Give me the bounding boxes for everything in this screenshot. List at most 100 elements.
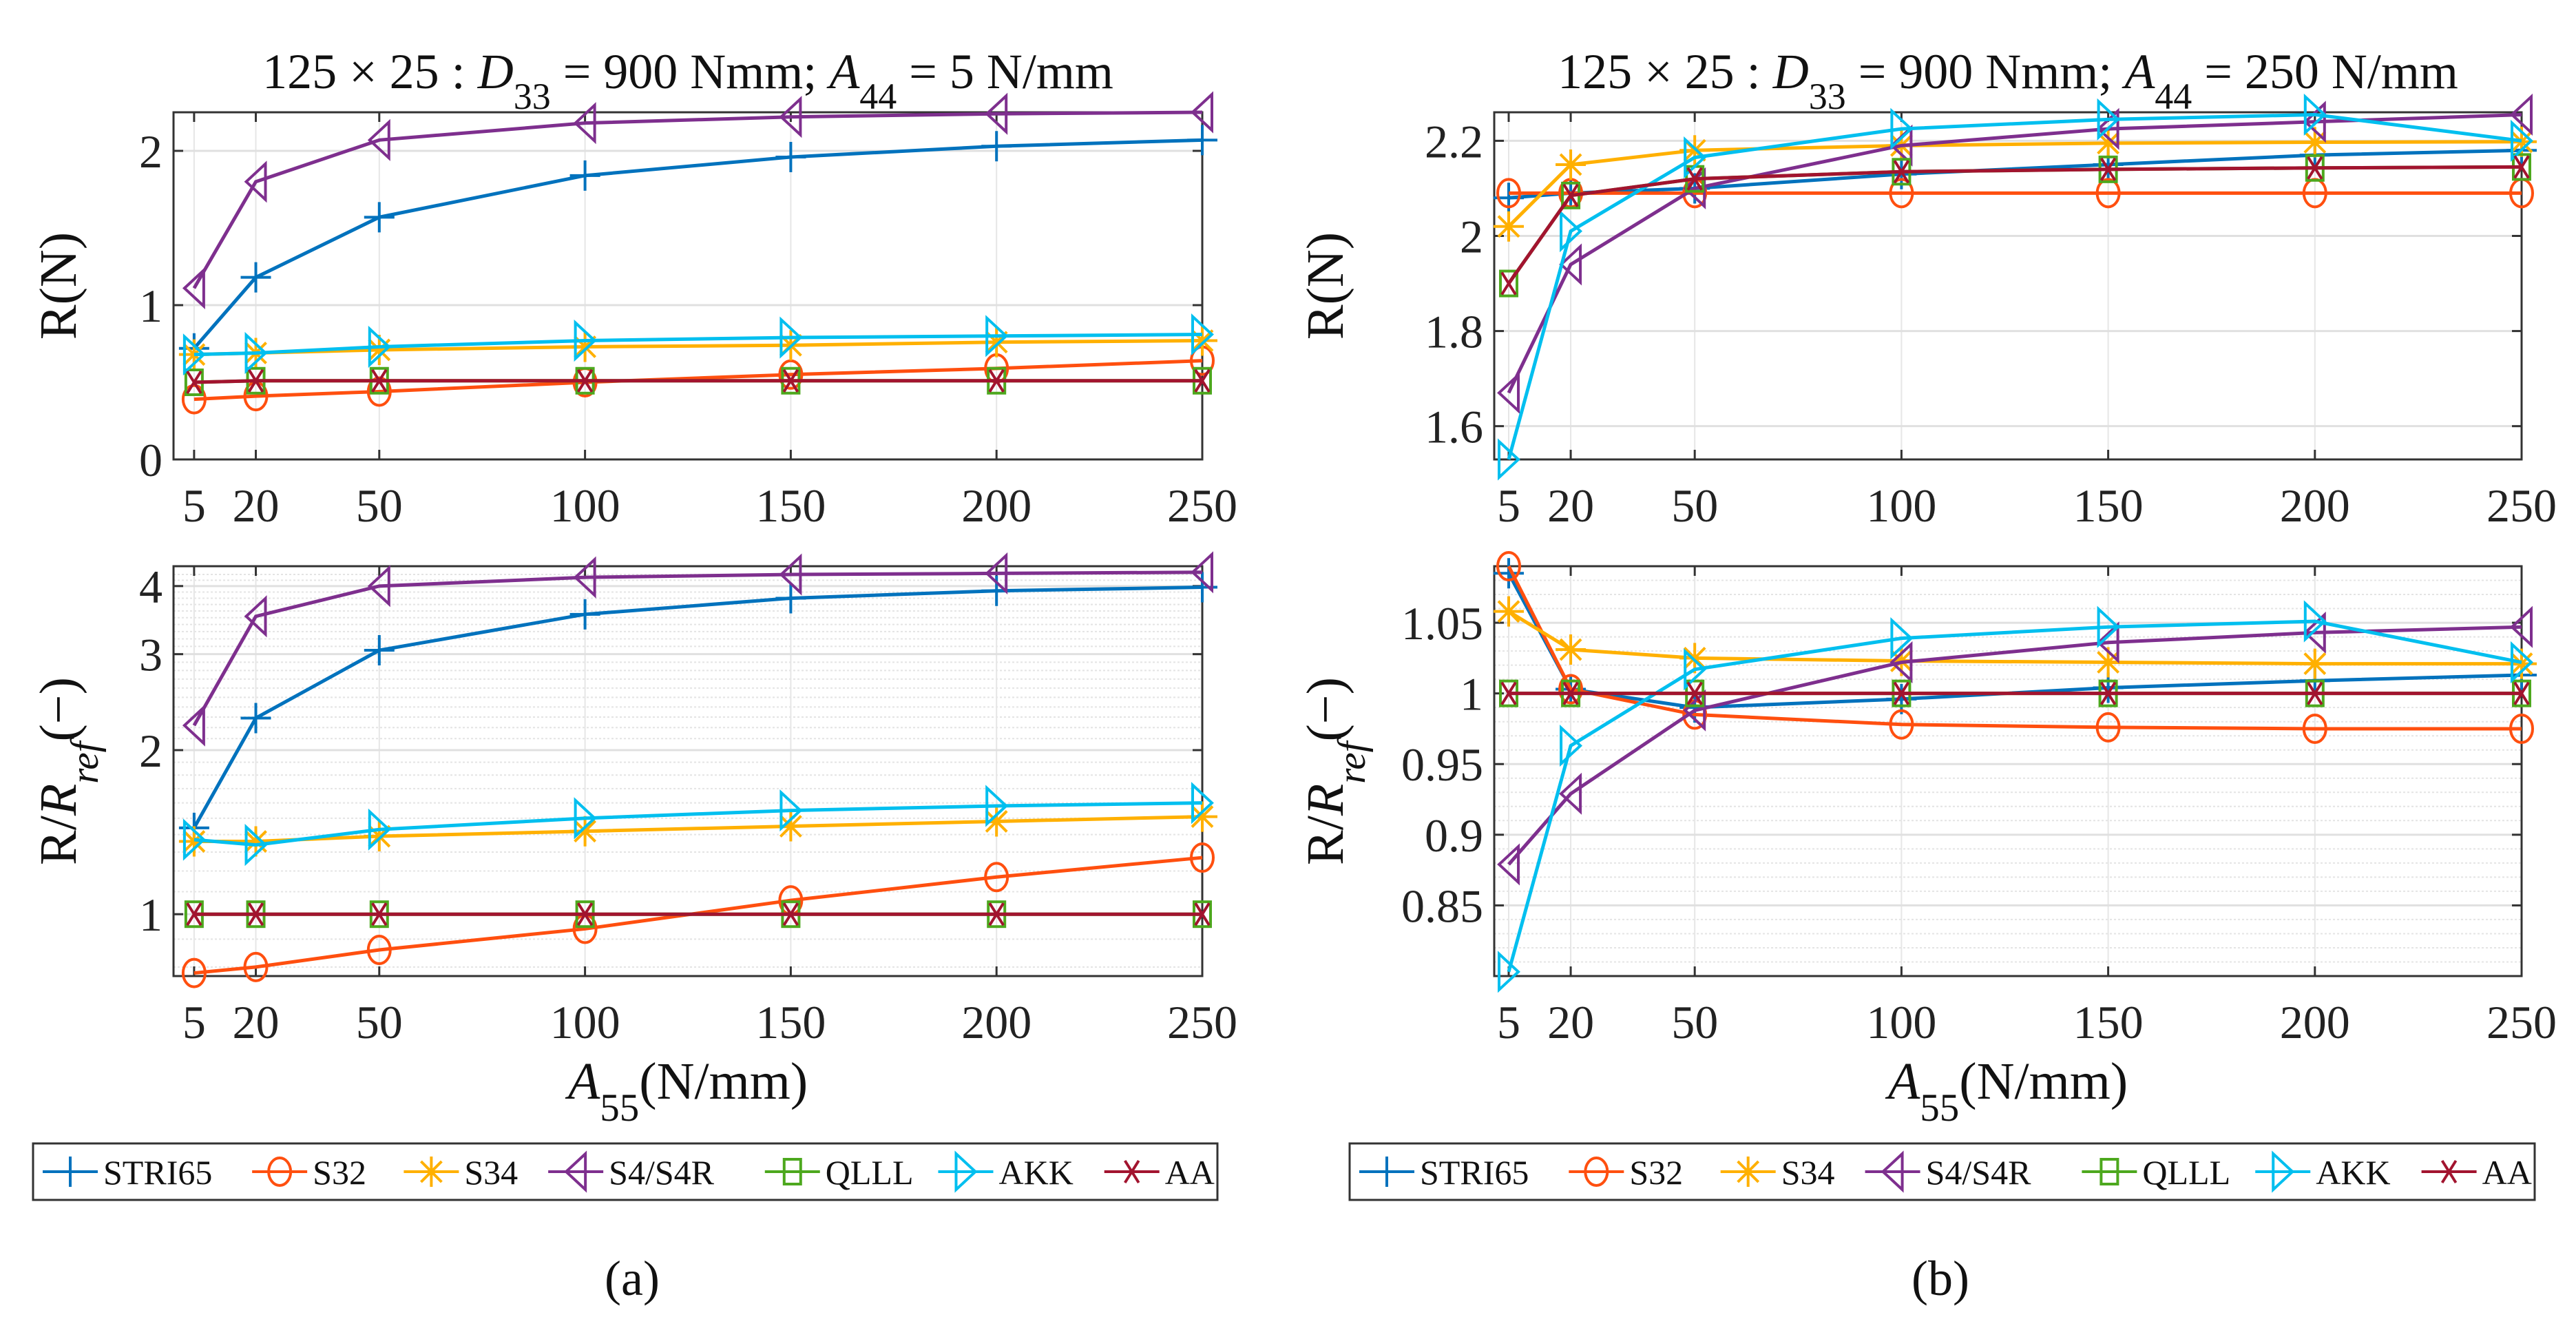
legend-marker-icon — [2272, 1150, 2295, 1193]
x-tick-label: 250 — [1167, 996, 1237, 1048]
legend-b: STRI65 S32 S34 S4/S4R QLLL AKK AA — [1348, 1142, 2536, 1201]
legend-marker-icon — [1881, 1150, 1904, 1193]
data-point-marker — [1886, 683, 1917, 714]
data-point-marker — [1890, 617, 1914, 660]
legend-entry-akk: AKK — [938, 1150, 1074, 1193]
y-tick-label: 1.6 — [1425, 401, 1483, 453]
data-point-marker — [2303, 600, 2327, 643]
legend-marker-icon — [1584, 1157, 1609, 1187]
legend-label: S32 — [313, 1153, 366, 1192]
series-s32 — [1496, 551, 2534, 744]
data-point-marker — [2097, 98, 2120, 141]
data-point-marker — [368, 325, 391, 369]
data-point-marker — [2511, 119, 2533, 163]
y-tick-label: 0.95 — [1401, 738, 1483, 791]
data-point-marker — [2510, 605, 2533, 648]
legend-entry-qlll: QLLL — [2082, 1153, 2230, 1192]
data-point-marker — [243, 951, 269, 982]
data-point-marker — [985, 315, 1009, 357]
data-point-marker — [366, 935, 392, 966]
data-point-marker — [364, 202, 395, 233]
x-tick-label: 20 — [233, 479, 280, 532]
data-point-marker — [1562, 681, 1579, 705]
data-point-marker — [1194, 369, 1211, 393]
legend-label: AA — [2482, 1153, 2532, 1192]
y-axis-label: R(N) — [1297, 232, 1354, 340]
data-point-marker — [1893, 681, 1910, 705]
data-point-marker — [1496, 551, 1522, 581]
x-tick-label: 100 — [1866, 996, 1936, 1048]
legend-box — [1348, 1142, 2536, 1201]
data-point-marker — [981, 131, 1012, 162]
data-point-marker — [1890, 107, 1914, 150]
y-tick-label: 0.85 — [1401, 880, 1483, 932]
data-point-marker — [569, 599, 600, 630]
data-point-marker — [364, 334, 395, 365]
data-point-marker — [576, 369, 594, 393]
data-point-marker — [2303, 611, 2326, 654]
axes-box — [1493, 565, 2523, 977]
data-point-marker — [366, 376, 392, 407]
data-point-marker — [2510, 93, 2533, 136]
legend-marker-icon — [1732, 1157, 1763, 1187]
data-point-marker — [1187, 801, 1217, 832]
x-tick-label: 200 — [961, 996, 1032, 1048]
data-point-marker — [2509, 713, 2534, 744]
y-tick-label: 0.9 — [1425, 809, 1483, 862]
data-point-marker — [2093, 672, 2124, 703]
x-tick-label: 20 — [233, 996, 280, 1048]
data-point-marker — [569, 331, 600, 362]
data-point-marker — [1499, 269, 1519, 298]
data-point-marker — [371, 902, 388, 926]
legend-marker-icon — [267, 1157, 293, 1187]
series-line — [192, 570, 1203, 727]
y-tick-label: 1.05 — [1401, 597, 1483, 650]
legend-marker-icon — [1372, 1157, 1402, 1187]
legend-label: STRI65 — [1420, 1153, 1529, 1192]
data-point-marker — [1500, 271, 1517, 296]
series-line — [1507, 619, 2522, 973]
legend-marker-icon — [2099, 1158, 2119, 1185]
series-aa — [186, 369, 1211, 395]
series-stri65 — [178, 125, 1217, 364]
data-point-marker — [1191, 313, 1214, 356]
chart-title: 125 × 25 : D33 = 900 Nmm; A44 = 5 N/mm — [262, 44, 1113, 117]
data-point-marker — [1558, 674, 1584, 705]
legend-box — [32, 1142, 1219, 1201]
data-point-marker — [367, 565, 390, 608]
data-point-marker — [1556, 149, 1587, 180]
data-point-marker — [775, 141, 806, 172]
series-line — [1507, 572, 2522, 709]
chart-panel-a-top: 5 20 50 100 150 200 250 0 1 2 125 × 25 : D33 = 900… — [30, 44, 1237, 532]
series-line — [193, 333, 1203, 357]
legend-label: AKK — [2316, 1153, 2390, 1192]
axes-box — [172, 565, 1204, 977]
series-line — [193, 801, 1203, 847]
x-tick-label: 20 — [1547, 479, 1594, 532]
x-tick-label: 250 — [2486, 479, 2557, 532]
legend-marker-icon — [2440, 1159, 2458, 1184]
series-s4-s4r — [182, 551, 1213, 747]
x-tick-label: 150 — [755, 479, 826, 532]
data-point-marker — [2303, 93, 2327, 136]
series-aa — [1500, 681, 2530, 705]
data-point-marker — [775, 583, 806, 614]
x-tick-label: 50 — [356, 479, 403, 532]
data-point-marker — [1889, 178, 1914, 209]
data-point-marker — [2511, 641, 2533, 684]
legend-label: S4/S4R — [609, 1153, 715, 1192]
series-line — [1508, 148, 2522, 200]
data-point-marker — [247, 902, 264, 926]
data-point-marker — [779, 553, 802, 596]
data-point-marker — [182, 333, 206, 376]
data-point-marker — [244, 824, 268, 867]
legend-marker-icon — [782, 1158, 802, 1185]
data-point-marker — [186, 902, 202, 926]
data-point-marker — [181, 957, 207, 988]
legend-label: STRI65 — [103, 1153, 212, 1192]
legend-a: STRI65 S32 S34 S4/S4R QLLL AKK AA — [32, 1142, 1219, 1201]
legend-entry-s34: S34 — [404, 1153, 518, 1192]
data-point-marker — [1187, 325, 1217, 356]
x-tick-label: 250 — [1167, 479, 1237, 532]
